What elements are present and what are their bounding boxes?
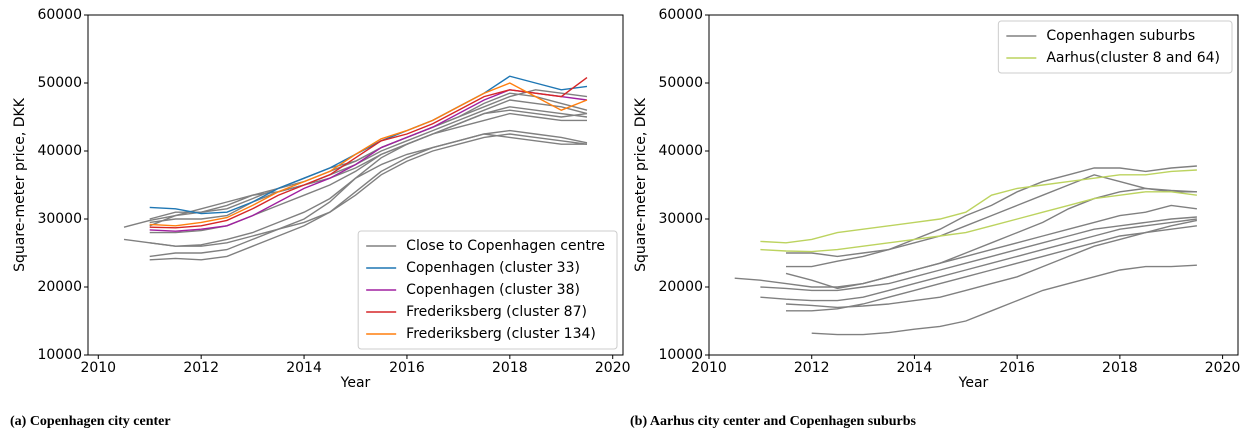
series-line bbox=[786, 225, 1197, 312]
x-tick-label: 2012 bbox=[183, 360, 219, 376]
x-tick-label: 2012 bbox=[794, 360, 830, 376]
legend: Close to Copenhagen centre Copenhagen (cl… bbox=[357, 230, 618, 350]
legend-label: Close to Copenhagen centre bbox=[406, 238, 605, 254]
x-tick-label: 2014 bbox=[897, 360, 933, 376]
caption: (a) Copenhagen city center bbox=[10, 414, 171, 429]
legend-label: Copenhagen suburbs bbox=[1046, 28, 1195, 44]
legend-label: Aarhus(cluster 8 and 64) bbox=[1046, 50, 1220, 66]
x-tick-label: 2010 bbox=[80, 360, 116, 376]
y-tick-label: 40000 bbox=[658, 143, 703, 159]
series-line bbox=[760, 191, 1197, 253]
series-line bbox=[149, 77, 588, 229]
series-line bbox=[785, 219, 1198, 309]
y-tick-label: 10000 bbox=[658, 347, 703, 363]
series-line bbox=[786, 174, 1197, 268]
y-tick-label: 30000 bbox=[37, 211, 82, 227]
series-line bbox=[785, 187, 1197, 290]
x-axis-label: Year bbox=[340, 375, 371, 391]
legend-box bbox=[357, 230, 618, 350]
y-axis-label: Square-meter price, DKK bbox=[12, 97, 28, 272]
y-tick-label: 40000 bbox=[37, 143, 82, 159]
legend-label: Copenhagen (cluster 38) bbox=[406, 282, 580, 298]
series-line bbox=[123, 92, 588, 228]
series-line bbox=[734, 204, 1197, 288]
series-line bbox=[760, 216, 1197, 292]
series-line bbox=[149, 133, 588, 247]
legend-box bbox=[997, 20, 1233, 74]
x-tick-label: 2018 bbox=[1102, 360, 1138, 376]
legend-label: Frederiksberg (cluster 134) bbox=[406, 326, 596, 342]
y-tick-label: 20000 bbox=[37, 279, 82, 295]
legend-label: Copenhagen (cluster 33) bbox=[406, 260, 580, 276]
y-tick-label: 30000 bbox=[658, 211, 703, 227]
series-line bbox=[149, 89, 588, 220]
x-axis-label: Year bbox=[958, 375, 989, 391]
y-axis-label: Square-meter price, DKK bbox=[633, 97, 649, 272]
x-tick-label: 2020 bbox=[595, 360, 631, 376]
x-tick-label: 2010 bbox=[691, 360, 727, 376]
y-tick-label: 20000 bbox=[658, 279, 703, 295]
legend: Copenhagen suburbs Aarhus(cluster 8 and 6… bbox=[997, 20, 1233, 74]
y-tick-label: 10000 bbox=[37, 347, 82, 363]
y-tick-label: 50000 bbox=[37, 75, 82, 91]
y-tick-label: 60000 bbox=[37, 7, 82, 23]
y-tick-label: 50000 bbox=[658, 75, 703, 91]
series-line bbox=[149, 112, 587, 258]
series-line bbox=[786, 165, 1197, 258]
x-tick-label: 2014 bbox=[286, 360, 322, 376]
x-tick-label: 2020 bbox=[1205, 360, 1241, 376]
series-line bbox=[760, 169, 1197, 244]
series-line bbox=[149, 129, 588, 261]
series-line bbox=[149, 82, 588, 227]
series-line bbox=[149, 75, 588, 215]
y-tick-label: 60000 bbox=[658, 7, 703, 23]
series-line bbox=[149, 106, 588, 224]
plot-frame bbox=[708, 14, 1239, 356]
series-line bbox=[811, 264, 1197, 336]
x-tick-label: 2016 bbox=[999, 360, 1035, 376]
series-line bbox=[760, 218, 1197, 302]
x-tick-label: 2016 bbox=[389, 360, 425, 376]
series-line bbox=[149, 99, 588, 227]
x-tick-label: 2018 bbox=[492, 360, 528, 376]
legend-label: Frederiksberg (cluster 87) bbox=[406, 304, 587, 320]
caption: (b) Aarhus city center and Copenhagen su… bbox=[630, 414, 917, 429]
plot-frame bbox=[87, 14, 624, 356]
